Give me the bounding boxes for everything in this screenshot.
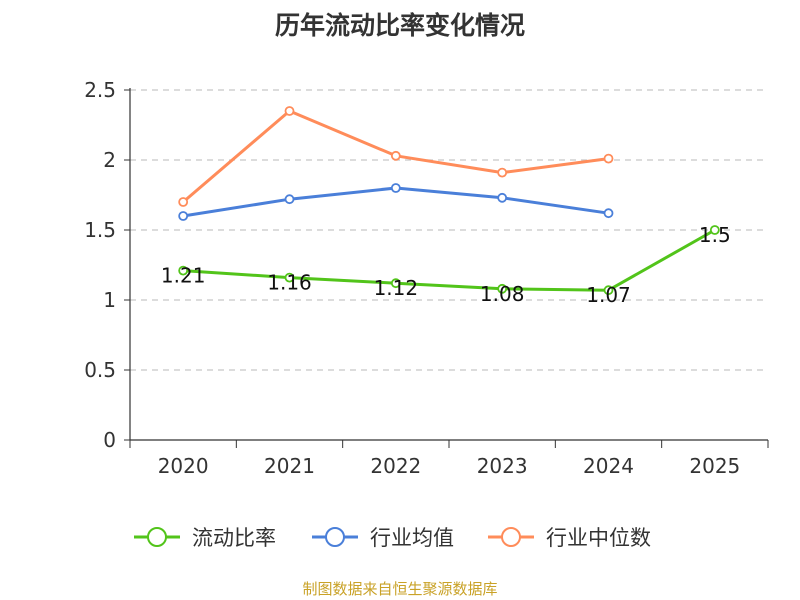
y-axis-ticks: 0 0.5 1 1.5 2 2.5 xyxy=(84,78,130,452)
data-label: 1.12 xyxy=(374,276,419,300)
y-tick-label: 1 xyxy=(103,288,116,312)
x-tick-label: 2024 xyxy=(583,454,634,478)
data-point xyxy=(390,150,401,161)
data-label: 1.08 xyxy=(480,282,525,306)
series-line-0 xyxy=(183,228,716,292)
data-point xyxy=(178,265,189,276)
data-point xyxy=(497,192,508,203)
legend-swatch-marker xyxy=(325,527,345,547)
data-point xyxy=(390,183,401,193)
legend[interactable]: 流动比率 行业均值 行业中位数 xyxy=(134,526,651,550)
data-point xyxy=(390,278,401,289)
source-note: 制图数据来自恒生聚源数据库 xyxy=(302,580,498,598)
y-tick-label: 0 xyxy=(103,428,116,452)
data-label: 1.5 xyxy=(699,223,731,247)
x-tick-label: 2020 xyxy=(158,454,209,478)
data-labels: 1.21 1.16 1.12 1.08 1.07 1.5 xyxy=(161,223,731,307)
data-point xyxy=(709,225,720,235)
legend-swatch-marker xyxy=(147,527,167,547)
data-point xyxy=(497,283,508,294)
data-label: 1.21 xyxy=(161,264,206,288)
data-point xyxy=(178,211,189,221)
data-label: 1.16 xyxy=(267,271,312,295)
data-point xyxy=(284,272,295,283)
legend-label: 行业均值 xyxy=(370,526,454,550)
x-tick-label: 2025 xyxy=(689,454,740,478)
data-point xyxy=(603,285,614,296)
x-axis-ticks: 2020 2021 2022 2023 2024 2025 xyxy=(129,440,769,478)
data-label: 1.07 xyxy=(586,283,631,307)
y-tick-label: 0.5 xyxy=(84,358,116,382)
data-point xyxy=(603,153,614,164)
series-group xyxy=(178,106,720,296)
y-tick-label: 2.5 xyxy=(84,78,116,102)
legend-swatch-marker xyxy=(501,527,521,547)
data-point xyxy=(284,106,295,116)
data-point xyxy=(497,167,508,178)
legend-label: 行业中位数 xyxy=(546,526,651,550)
x-tick-label: 2022 xyxy=(370,454,421,478)
axes xyxy=(129,88,768,441)
legend-label: 流动比率 xyxy=(192,526,276,550)
y-tick-label: 1.5 xyxy=(84,218,116,242)
data-point xyxy=(284,194,295,205)
y-tick-label: 2 xyxy=(103,148,116,172)
grid-lines xyxy=(130,89,768,371)
chart-title: 历年流动比率变化情况 xyxy=(274,11,525,40)
data-point xyxy=(603,208,614,219)
x-tick-label: 2021 xyxy=(264,454,315,478)
data-point xyxy=(178,197,189,207)
x-tick-label: 2023 xyxy=(477,454,528,478)
